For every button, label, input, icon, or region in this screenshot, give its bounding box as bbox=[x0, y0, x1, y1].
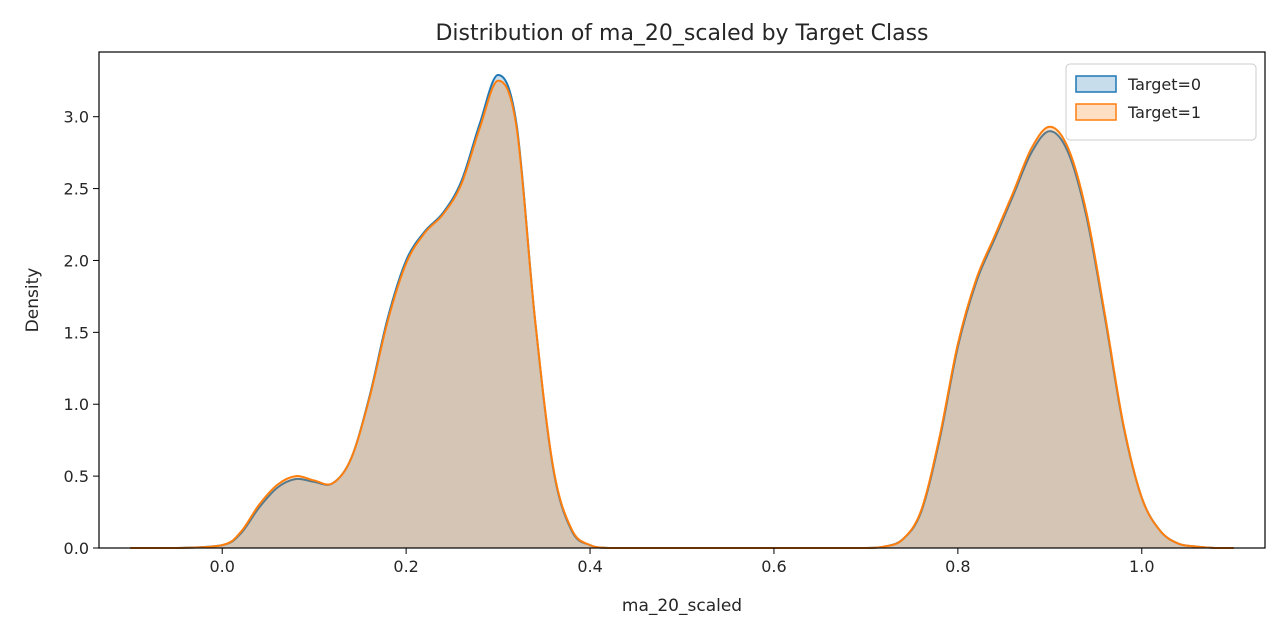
legend-swatch-0 bbox=[1075, 75, 1117, 93]
series-area-1 bbox=[130, 80, 1234, 548]
x-tick-label: 0.8 bbox=[945, 557, 970, 576]
x-tick-label: 1.0 bbox=[1129, 557, 1154, 576]
y-tick-label: 3.0 bbox=[64, 108, 89, 127]
y-tick-label: 0.5 bbox=[64, 467, 89, 486]
plot-frame bbox=[98, 51, 1266, 549]
y-tick-label: 1.0 bbox=[64, 395, 89, 414]
x-axis-title: ma_20_scaled bbox=[622, 596, 742, 616]
x-tick-label: 0.4 bbox=[577, 557, 602, 576]
y-tick-label: 0.0 bbox=[64, 539, 89, 558]
y-axis-title: Density bbox=[23, 268, 43, 333]
plot-area bbox=[130, 74, 1234, 550]
legend: Target=0 Target=1 bbox=[1065, 63, 1257, 141]
legend-swatch-1 bbox=[1075, 103, 1117, 121]
legend-label-1: Target=1 bbox=[1127, 103, 1201, 122]
legend-box bbox=[1065, 63, 1257, 141]
series-area-0 bbox=[130, 75, 1234, 548]
x-tick-label: 0.6 bbox=[761, 557, 786, 576]
x-tick-label: 0.0 bbox=[209, 557, 234, 576]
y-axis: 0.0 0.5 1.0 1.5 2.0 2.5 3.0 bbox=[64, 108, 99, 558]
x-axis: 0.0 0.2 0.4 0.6 0.8 1.0 bbox=[209, 548, 1155, 576]
y-tick-label: 2.0 bbox=[64, 251, 89, 270]
y-tick-label: 1.5 bbox=[64, 323, 89, 342]
x-tick-label: 0.2 bbox=[393, 557, 418, 576]
legend-label-0: Target=0 bbox=[1127, 75, 1201, 94]
y-tick-label: 2.5 bbox=[64, 180, 89, 199]
chart-title: Distribution of ma_20_scaled by Target C… bbox=[435, 21, 928, 46]
